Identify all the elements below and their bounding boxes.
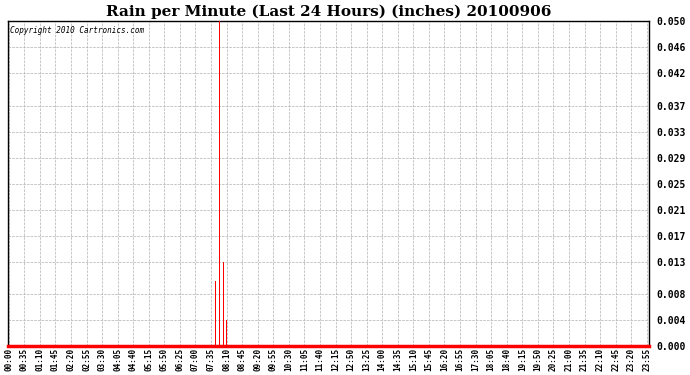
- Title: Rain per Minute (Last 24 Hours) (inches) 20100906: Rain per Minute (Last 24 Hours) (inches)…: [106, 4, 551, 18]
- Text: Copyright 2010 Cartronics.com: Copyright 2010 Cartronics.com: [10, 26, 144, 35]
